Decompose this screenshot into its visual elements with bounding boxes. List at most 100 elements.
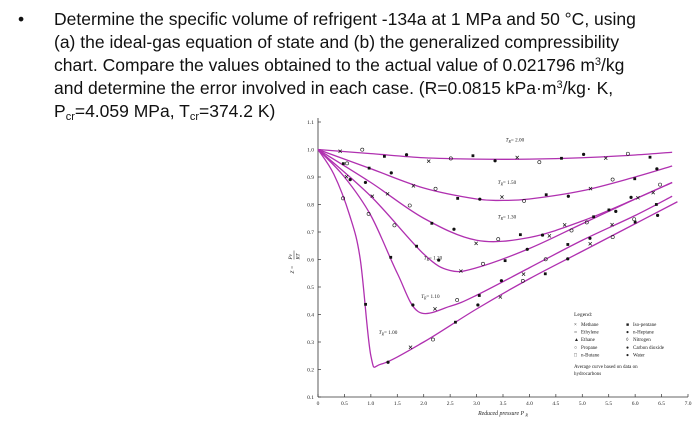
data-point-filled — [525, 247, 529, 251]
x-tick-label: 5.0 — [579, 401, 586, 407]
y-axis-label-top: Pv — [288, 253, 294, 260]
legend-entry: Nitrogen — [633, 338, 651, 343]
data-point-cross — [385, 191, 390, 196]
data-point-filled — [411, 303, 415, 307]
data-point-open — [407, 203, 412, 208]
data-point-filled — [348, 178, 352, 182]
y-tick-label: 1.1 — [307, 120, 314, 126]
legend-marker: ● — [626, 346, 629, 351]
y-tick-label: 0.7 — [307, 230, 314, 236]
curve-label-sub: R — [423, 297, 427, 301]
x-tick-label: 6.0 — [632, 401, 639, 407]
legend-note-1: Average curve based on data on — [574, 365, 638, 370]
legend-entry: Iso-pentane — [633, 323, 657, 328]
curve-line — [317, 148, 673, 243]
legend-entry: Carbon dioxide — [633, 346, 665, 351]
data-point-square — [383, 154, 386, 158]
data-point-open — [610, 235, 615, 239]
data-point-cross — [426, 159, 431, 164]
curve-label-value: = 1.30 — [503, 214, 517, 220]
legend-title: Legend: — [574, 312, 593, 318]
x-tick-label: 2.5 — [447, 401, 454, 407]
chart-curves — [317, 148, 678, 368]
data-point-square — [454, 320, 457, 324]
data-point-filled — [582, 152, 586, 156]
x-tick-label: 6.5 — [658, 401, 665, 407]
x-tick-label: 0.5 — [341, 401, 348, 407]
data-point-cross — [458, 269, 463, 273]
x-tick-label: 2.0 — [420, 401, 427, 407]
data-point-cross — [547, 234, 552, 238]
data-point-cross — [515, 155, 520, 160]
data-point-filled — [476, 303, 480, 307]
data-point-open — [543, 257, 548, 262]
curve-label: TR= 2.00 — [506, 137, 525, 144]
data-point-cross — [500, 195, 504, 199]
data-point-square — [503, 259, 507, 263]
legend-note-2: hydrocarbons — [574, 372, 601, 377]
legend-marker: ■ — [626, 323, 629, 328]
curve-label: TR= 1.00 — [379, 330, 398, 337]
data-point-square — [633, 220, 637, 224]
data-point-open — [496, 237, 501, 242]
x-axis-label: Reduced pressure P R — [477, 411, 528, 418]
data-point-filled — [614, 209, 618, 213]
data-point-cross — [562, 223, 567, 227]
x-tick-label: 4.5 — [552, 401, 559, 407]
data-point-open — [625, 151, 630, 156]
y-axis-label-prefix: Z = — [290, 265, 296, 273]
y-tick-label: 0.4 — [307, 313, 314, 319]
curve-line — [317, 148, 673, 160]
data-point-square — [471, 154, 475, 158]
data-point-square — [341, 162, 345, 166]
data-point-filled — [386, 360, 390, 364]
data-point-open — [431, 337, 435, 342]
data-point-open — [537, 160, 542, 165]
curve-label-value: = 2.00 — [511, 137, 525, 143]
data-point-square — [592, 215, 596, 219]
data-point-cross — [344, 174, 349, 179]
data-point-cross — [408, 345, 413, 350]
legend-marker: ● — [626, 353, 629, 358]
problem-line-4: and determine the error involved in each… — [54, 78, 614, 98]
data-point-filled — [629, 195, 633, 200]
data-point-filled — [566, 194, 570, 198]
data-point-cross — [521, 272, 526, 276]
legend-entry: Ethane — [581, 338, 596, 343]
curve-label: TR= 1.10 — [421, 294, 440, 301]
problem-text: Determine the specific volume of refrige… — [54, 8, 688, 123]
y-tick-label: 0.9 — [307, 175, 314, 181]
problem-line-3: chart. Compare the values obtained to th… — [54, 55, 625, 75]
data-point-filled — [499, 279, 504, 283]
data-point-cross — [474, 241, 478, 246]
data-point-open — [345, 161, 349, 166]
data-point-cross — [370, 194, 375, 199]
x-tick-label: 0 — [317, 401, 320, 407]
data-point-cross — [610, 222, 614, 227]
legend-marker: ○ — [574, 331, 577, 336]
y-tick-label: 0.8 — [307, 203, 314, 209]
data-point-square — [430, 221, 434, 225]
data-point-open — [360, 147, 365, 152]
data-point-square — [566, 243, 570, 246]
curve-line — [317, 149, 673, 315]
data-point-square — [456, 196, 460, 200]
problem-line-2: (a) the ideal-gas equation of state and … — [54, 32, 620, 52]
bullet-icon: • — [18, 9, 25, 29]
legend-entry: Propane — [581, 346, 598, 351]
legend-entry: n-Heptane — [633, 331, 655, 336]
data-point-square — [607, 208, 611, 212]
data-point-open — [584, 220, 589, 225]
data-point-square — [415, 244, 418, 248]
data-point-open — [520, 278, 525, 283]
x-tick-label: 5.5 — [605, 401, 612, 407]
data-point-square — [648, 155, 652, 159]
data-point-open — [481, 261, 485, 266]
x-tick-label: 4.0 — [526, 401, 533, 407]
x-tick-label: 7.0 — [685, 401, 692, 407]
legend-marker: × — [574, 323, 577, 328]
data-point-open — [392, 223, 397, 228]
x-tick-label: 3.0 — [473, 401, 480, 407]
chart-markers — [338, 147, 662, 364]
data-point-square — [518, 233, 522, 237]
